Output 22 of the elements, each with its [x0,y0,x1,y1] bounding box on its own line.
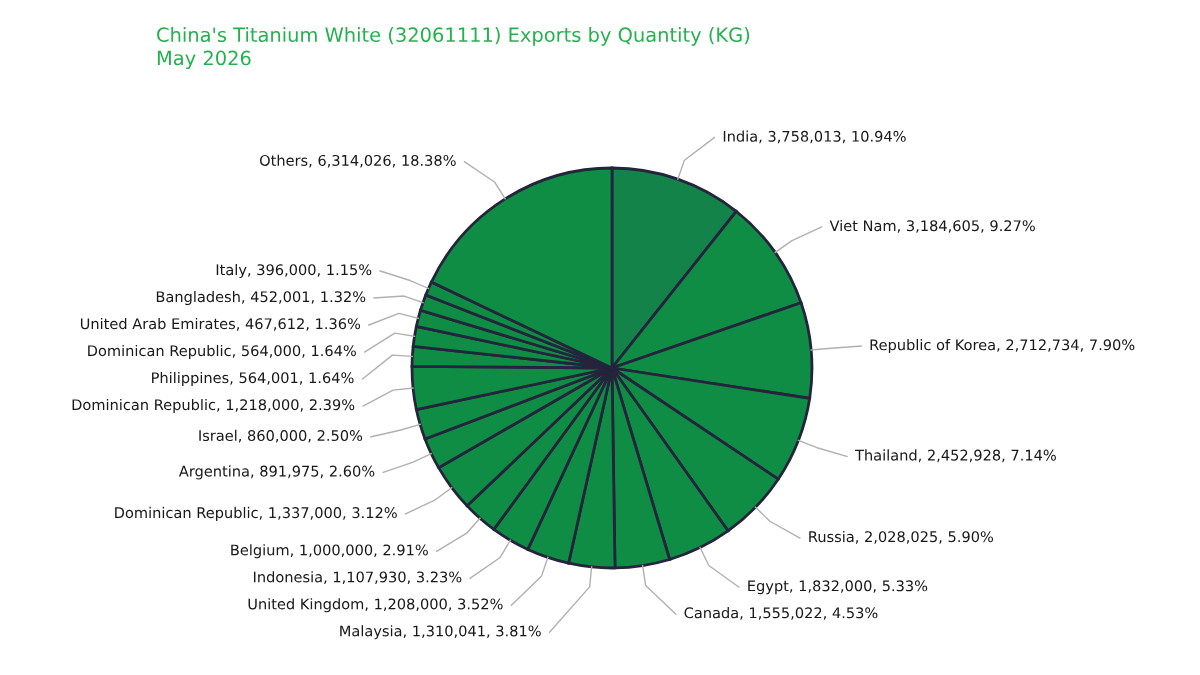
slice-label: Indonesia, 1,107,930, 3.23% [253,571,462,584]
slice-label: Italy, 396,000, 1.15% [216,263,372,279]
slice-label: Malaysia, 1,310,041, 3.81% [340,625,541,640]
slice-label: Canada, 1,555,022, 4.53% [684,607,878,620]
slice-label: Israel, 860,000, 2.50% [199,429,363,443]
slice-label: Egypt, 1,832,000, 5.33% [748,580,928,595]
slice-label: Dominican Republic, 1,218,000, 2.39% [72,398,355,414]
slice-label: Philippines, 564,001, 1.64% [152,371,354,387]
slice-label: Thailand, 2,452,928, 7.14% [855,449,1056,463]
chart-title: China's Titanium White (32061111) Exports by Quantity (KG) May 2026 [157,27,750,70]
slice-label: Dominican Republic, 564,000, 1.64% [88,344,356,360]
slice-label: Dominican Republic, 1,337,000, 3.12% [115,506,397,521]
slice-label: United Kingdom, 1,208,000, 3.52% [248,598,503,613]
slice-label: India, 3,758,013, 10.94% [723,130,906,144]
slice-label: Belgium, 1,000,000, 2.91% [231,544,428,559]
slice-label: Republic of Korea, 2,712,734, 7.90% [870,339,1135,354]
slice-label: Argentina, 891,975, 2.60% [178,465,375,480]
slice-label: Others, 6,314,026, 18.38% [259,154,456,168]
slice-label: Viet Nam, 3,184,605, 9.27% [829,219,1035,233]
slice-label: United Arab Emirates, 467,612, 1.36% [80,317,361,331]
slice-label: Russia, 2,028,025, 5.90% [809,530,994,544]
slice-label: Bangladesh, 452,001, 1.32% [156,290,366,306]
